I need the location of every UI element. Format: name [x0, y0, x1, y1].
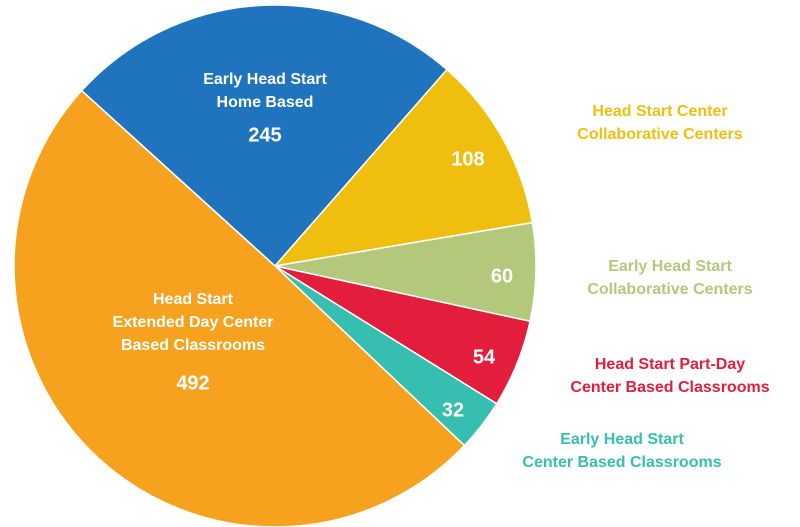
slice-label: Center Based Classrooms: [522, 454, 721, 471]
slice-label: Head Start Part-Day: [595, 356, 745, 373]
slice-label: Head Start: [153, 291, 234, 308]
slice-label: Early Head Start: [608, 258, 732, 275]
pie-slice: [273, 68, 534, 268]
slice-label: Home Based: [217, 94, 314, 111]
value-label: 32: [442, 399, 464, 421]
slice-label: Head Start Center: [592, 103, 727, 120]
value-label: 245: [248, 124, 281, 146]
value-label: 108: [451, 148, 484, 170]
slice-label: Extended Day Center: [113, 314, 274, 331]
pie-slice: [13, 89, 466, 527]
slice-label: Early Head Start: [203, 71, 327, 88]
pie-slice: [80, 4, 448, 268]
slice-label: Based Classrooms: [121, 337, 265, 354]
slice-label: Center Based Classrooms: [570, 379, 769, 396]
value-label: 60: [491, 265, 513, 287]
slice-label: Early Head Start: [560, 431, 684, 448]
slice-label: Collaborative Centers: [577, 126, 742, 143]
slice-label: Collaborative Centers: [587, 281, 752, 298]
value-label: 492: [176, 372, 209, 394]
value-label: 54: [473, 346, 496, 368]
